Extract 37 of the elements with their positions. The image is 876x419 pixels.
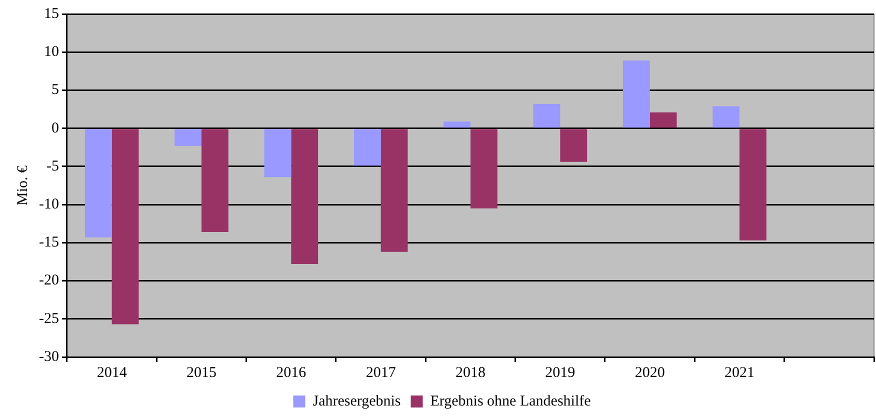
bar bbox=[712, 106, 740, 128]
legend-label: Ergebnis ohne Landeshilfe bbox=[430, 393, 592, 410]
bar bbox=[533, 104, 560, 128]
bar bbox=[470, 129, 498, 208]
bar bbox=[622, 60, 650, 128]
bar bbox=[740, 129, 766, 240]
bar bbox=[84, 129, 112, 238]
bar bbox=[380, 129, 408, 252]
x-tick-label: 2019 bbox=[545, 364, 576, 381]
y-tick-label: -20 bbox=[38, 272, 59, 289]
x-tick-label: 2015 bbox=[186, 364, 216, 381]
y-tick-label: -10 bbox=[38, 196, 59, 212]
bar bbox=[560, 129, 588, 162]
bar bbox=[291, 129, 318, 264]
x-tick-label: 2016 bbox=[276, 364, 307, 381]
legend-label: Jahresergebnis bbox=[312, 393, 401, 410]
x-tick-label: 2020 bbox=[634, 364, 665, 381]
bar bbox=[650, 112, 677, 128]
y-tick-label: 5 bbox=[51, 82, 59, 98]
bar bbox=[201, 129, 228, 232]
bar bbox=[444, 121, 470, 128]
x-tick-label: 2018 bbox=[456, 364, 486, 381]
y-tick-label: 10 bbox=[44, 44, 59, 60]
y-tick-label: 0 bbox=[51, 120, 59, 136]
y-tick-label: -5 bbox=[46, 158, 59, 174]
y-tick-label: -25 bbox=[38, 310, 59, 327]
bar bbox=[264, 129, 292, 178]
y-axis-title: Mio. € bbox=[14, 165, 31, 206]
y-tick-label: -30 bbox=[38, 348, 59, 365]
y-tick-label: 15 bbox=[44, 6, 59, 22]
bar bbox=[354, 129, 381, 166]
y-tick-label: -15 bbox=[38, 234, 59, 251]
bar bbox=[174, 129, 202, 146]
x-tick-label: 2014 bbox=[96, 364, 128, 381]
x-tick-label: 2021 bbox=[724, 364, 754, 381]
bar bbox=[112, 129, 139, 324]
x-tick-label: 2017 bbox=[366, 364, 396, 381]
